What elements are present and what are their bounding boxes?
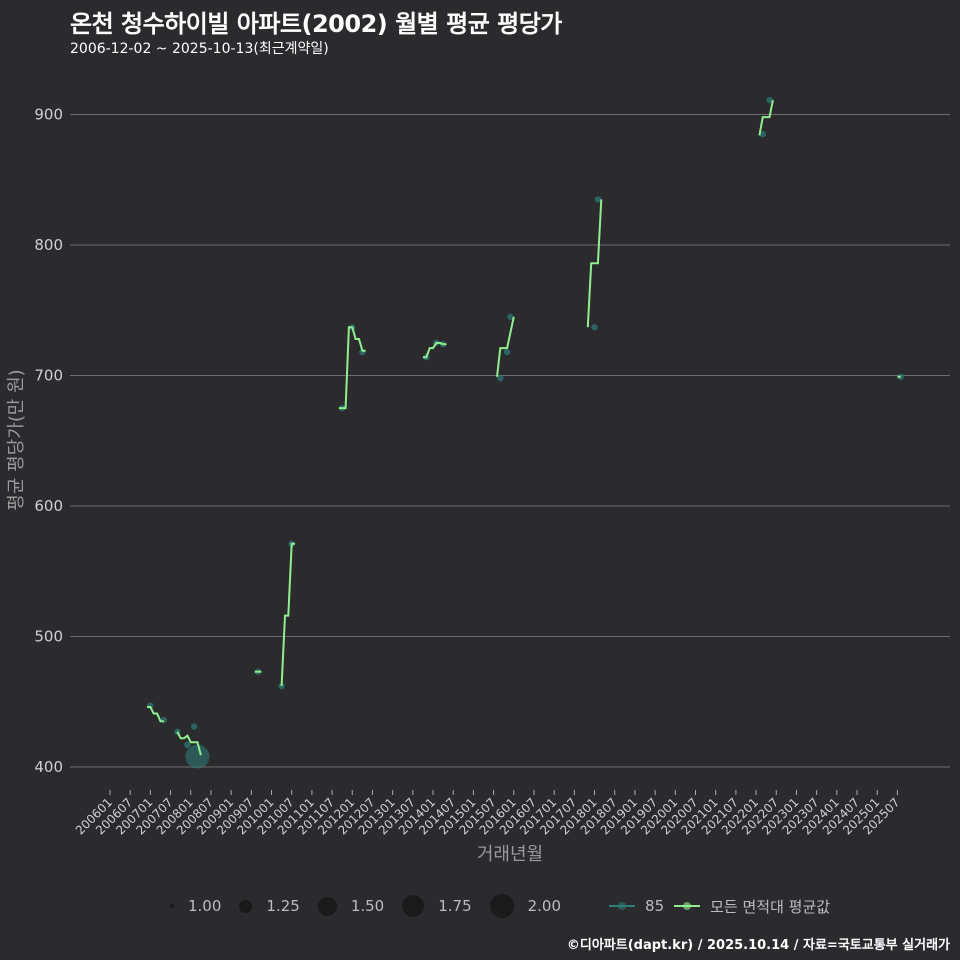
avg-line-segment: [147, 706, 164, 723]
y-tick-label: 600: [34, 497, 63, 515]
data-point: [185, 744, 210, 769]
legend-size-item: 2.00: [489, 894, 562, 918]
x-axis-label: 거래년월: [477, 844, 543, 865]
legend: 1.00 1.25 1.50 1.75 2.00 85 모든 면적대 평균값: [170, 893, 840, 919]
source-caption: ©디아파트(dapt.kr) / 2025.10.14 / 자료=국토교통부 실…: [566, 938, 950, 953]
size-dot-icon: [317, 896, 337, 916]
legend-label: 85: [645, 897, 665, 915]
y-tick-label: 400: [34, 758, 63, 776]
data-point: [190, 723, 198, 730]
data-point: [594, 196, 602, 203]
y-tick-label: 800: [34, 236, 63, 254]
data-point: [591, 324, 598, 331]
avg-line-segment: [176, 731, 202, 756]
size-dot-icon: [489, 894, 514, 918]
avg-line-segment: [338, 326, 366, 410]
y-tick-label: 500: [34, 628, 63, 646]
x-axis-ticks: 2006012006072007012007072008012008072009…: [73, 790, 903, 838]
grid-lines: [70, 114, 950, 768]
legend-label: 2.00: [527, 897, 562, 915]
data-point: [184, 741, 191, 749]
y-tick-label: 700: [34, 367, 63, 385]
legend-label: 1.75: [438, 897, 472, 915]
y-tick-label: 900: [34, 106, 63, 124]
data-point: [503, 348, 511, 356]
avg-line-segment: [586, 199, 603, 328]
legend-label: 1.25: [266, 897, 300, 915]
legend-line-item: 85: [609, 897, 664, 915]
legend-size-item: 1.75: [402, 895, 472, 917]
chart-subtitle: 2006-12-02 ~ 2025-10-13(최근계약일): [70, 41, 329, 57]
chart-title: 온천 청수하이빌 아파트(2002) 월별 평균 평당가: [70, 10, 562, 38]
legend-size-item: 1.25: [239, 897, 300, 915]
avg-line-segment: [758, 99, 774, 136]
legend-line-item: 모든 면적대 평균값: [674, 896, 830, 917]
legend-size-item: 1.00: [170, 897, 221, 915]
size-dot-icon: [402, 895, 425, 917]
size-dot-icon: [170, 904, 174, 908]
size-dot-icon: [239, 899, 253, 913]
avg-line-segment: [280, 542, 296, 687]
legend-label: 1.00: [188, 897, 222, 915]
series-average-line: [147, 99, 901, 756]
line-swatch-icon: [674, 902, 701, 910]
data-point: [507, 313, 514, 320]
y-axis-ticks: 400 500 600 700 800 900: [34, 106, 63, 777]
avg-line-segment: [496, 316, 515, 377]
legend-label: 모든 면적대 평균값: [710, 897, 831, 916]
y-axis-label: 평균 평당가(만 원): [6, 369, 27, 510]
series-85-points: [147, 96, 904, 769]
line-swatch-icon: [609, 902, 636, 910]
data-point: [497, 374, 504, 382]
data-point: [766, 96, 773, 104]
avg-line-segment: [422, 341, 447, 359]
legend-label: 1.50: [350, 897, 385, 915]
legend-size-item: 1.50: [317, 896, 385, 916]
data-point: [759, 130, 767, 138]
